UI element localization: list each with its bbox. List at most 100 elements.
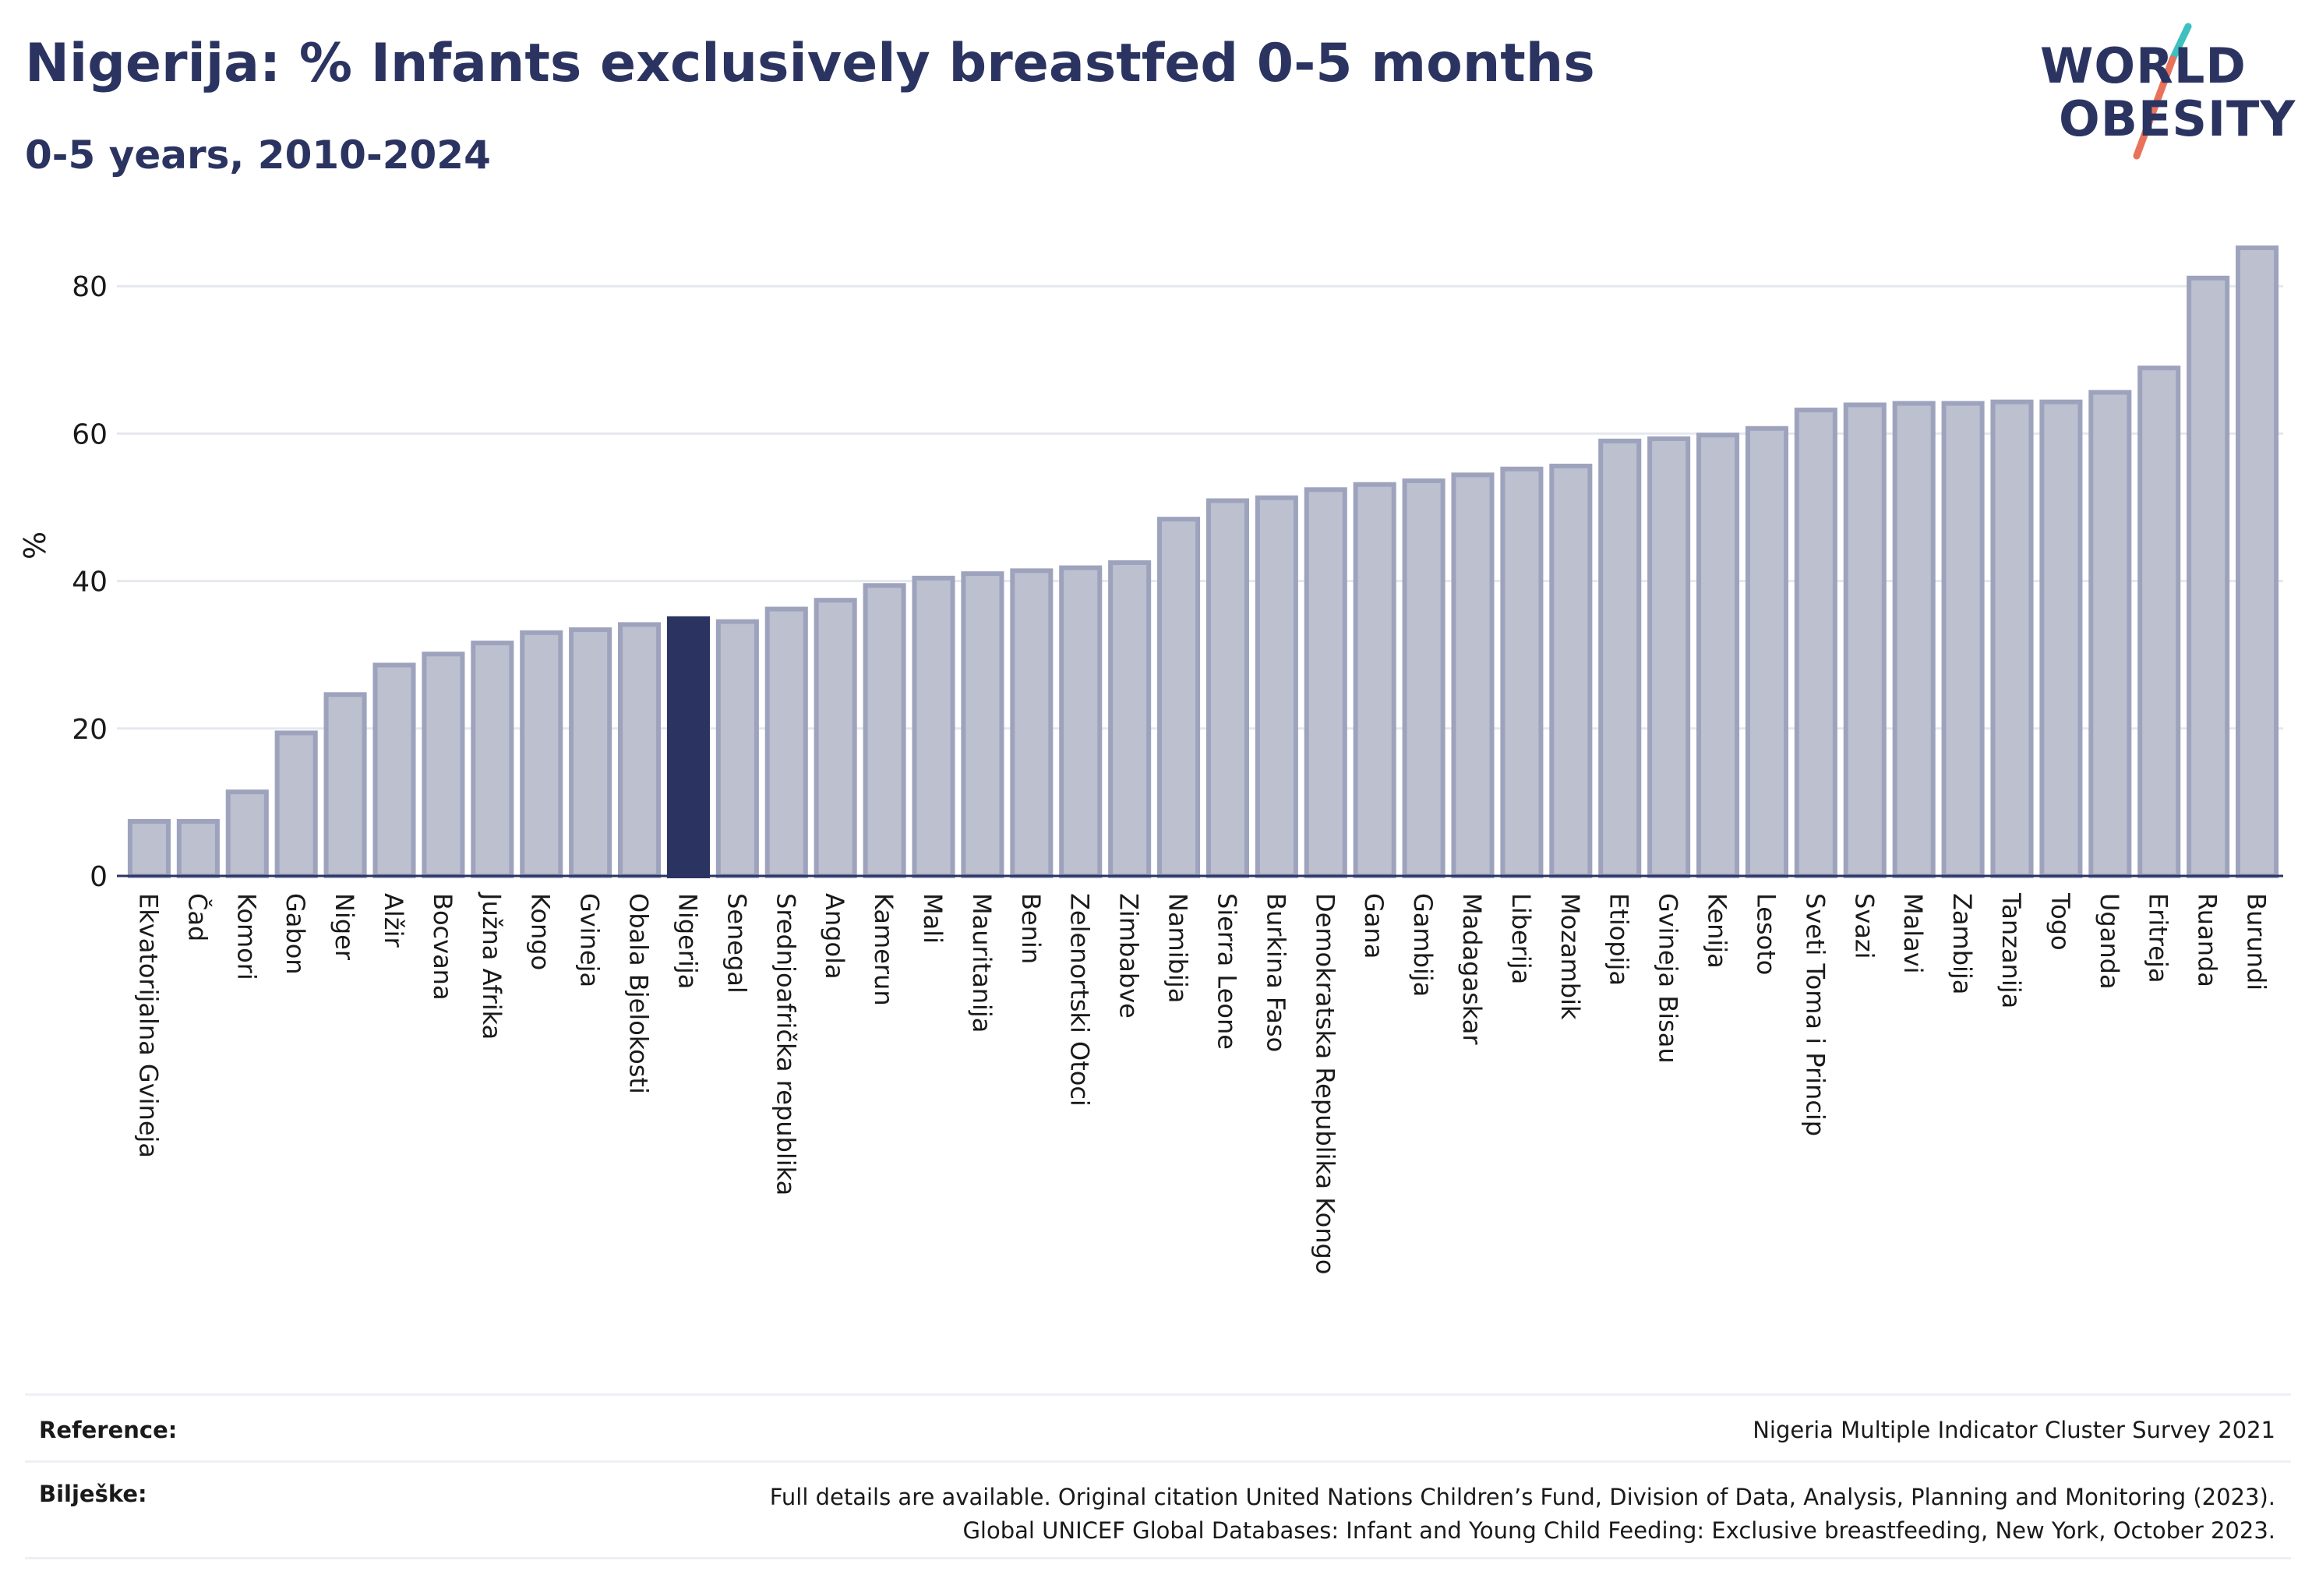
x-tick-label: Burkina Faso [1261,893,1290,1052]
bar[interactable] [2187,275,2230,878]
bar[interactable] [1843,402,1887,878]
bar[interactable] [176,818,220,879]
x-tick-label: Namibija [1163,893,1193,1003]
bar[interactable] [372,662,416,878]
logo-word-obesity: OBESITY [2059,90,2296,147]
x-tick-label: Tanzanija [1996,892,2026,1008]
bar[interactable] [1500,466,1544,878]
bar[interactable] [2137,365,2181,878]
bar[interactable] [127,818,171,879]
world-obesity-logo: WORLD OBESITY [2026,22,2295,170]
x-tick-label: Kamerun [869,893,898,1006]
x-tick-label: Mauritanija [967,893,997,1033]
x-tick-label: Gabon [281,893,310,975]
bar[interactable] [2088,390,2132,878]
x-tick-label: Togo [2046,892,2075,951]
x-tick-label: Gvineja [575,893,605,987]
x-tick-label: Benin [1016,893,1046,964]
x-tick-label: Alžir [379,893,408,948]
bar[interactable] [814,598,857,879]
bar[interactable] [1696,433,1740,878]
y-tick-label: 0 [90,861,108,893]
bar[interactable] [1402,478,1445,878]
y-axis-label: % [18,531,52,560]
bar[interactable] [2236,245,2279,878]
bar[interactable] [520,630,563,878]
bar[interactable] [863,583,906,878]
notes-line-1: Full details are available. Original cit… [769,1484,2275,1510]
bar[interactable] [1598,438,1642,878]
bar[interactable] [1794,408,1837,878]
x-tick-label: Ekvatorijalna Gvineja [133,893,163,1158]
bar[interactable] [961,571,1004,879]
x-axis-labels: Ekvatorijalna Gvineja Čad Komori Gabon Niger… [133,892,2271,1274]
bar[interactable] [1353,482,1396,878]
x-tick-label: Gana [1359,893,1389,959]
reference-value: Nigeria Multiple Indicator Cluster Surve… [1753,1417,2275,1443]
bar[interactable] [764,606,808,879]
x-tick-label: Gvineja Bisau [1654,893,1683,1064]
x-tick-label: Niger [330,893,359,961]
y-tick-label: 20 [72,714,108,746]
bar[interactable] [912,575,955,878]
notes-row: Bilješke: Full details are available. Or… [25,1481,2291,1551]
x-tick-label: Južna Afrika [477,892,507,1040]
x-tick-label: Zambija [1947,893,1977,994]
x-tick-label: Srednjoafrička republika [771,893,800,1195]
bar[interactable] [1990,399,2034,878]
notes-label: Bilješke: [39,1481,147,1507]
y-tick-label: 80 [72,271,108,303]
bar[interactable] [2039,399,2083,878]
bar[interactable] [1304,487,1347,878]
bar[interactable] [323,692,367,878]
bar[interactable] [1941,401,1985,878]
bar[interactable] [715,619,759,878]
bar[interactable] [1108,560,1152,878]
x-tick-label: Eritreja [2144,893,2173,983]
bar[interactable] [569,627,612,878]
bar[interactable] [422,651,465,878]
bar[interactable] [618,622,662,879]
x-tick-label: Mozambik [1555,893,1585,1020]
logo-word-world: WORLD [2040,37,2247,94]
footer-divider-top [25,1393,2291,1396]
x-tick-label: Obala Bjelokosti [624,893,654,1094]
bar[interactable] [1059,565,1103,878]
bar[interactable] [1157,517,1201,878]
bar[interactable] [1010,568,1054,878]
x-tick-label: Madagaskar [1457,893,1487,1045]
x-tick-label: Sveti Toma i Princip [1800,893,1830,1136]
bar[interactable] [1745,425,1788,878]
bar-highlighted[interactable] [666,616,710,878]
y-tick-label: 60 [72,418,108,450]
footer-divider-middle [25,1460,2291,1463]
x-tick-label: Svazi [1849,893,1879,959]
x-tick-label: Bocvana [428,893,457,1001]
bar[interactable] [274,730,318,878]
bar[interactable] [1892,401,1936,878]
logo-slash-icon [2133,23,2192,160]
bar[interactable] [1647,436,1691,878]
x-tick-label: Liberija [1506,893,1536,984]
bar[interactable] [1255,495,1298,879]
x-tick-label: Etiopija [1604,893,1634,986]
footer-divider-bottom [25,1557,2291,1559]
x-tick-label: Gambija [1408,893,1438,997]
x-tick-label: Kenija [1703,893,1732,969]
bar[interactable] [471,641,514,878]
x-tick-label: Malavi [1898,893,1928,974]
reference-label: Reference: [39,1417,178,1443]
bar[interactable] [1451,472,1495,878]
chart-title: Nigerija: % Infants exclusively breastfe… [25,33,1595,94]
x-tick-label: Angola [820,893,849,980]
bar[interactable] [1205,498,1249,878]
bar[interactable] [225,789,269,878]
x-tick-label: Zimbabve [1114,893,1144,1019]
bar[interactable] [1549,464,1593,878]
y-axis-ticks: 0 20 40 60 80 [72,271,108,893]
x-tick-label: Senegal [722,893,751,994]
notes-value: Full details are available. Original cit… [770,1481,2275,1548]
x-tick-label: Komori [231,893,261,980]
reference-row: Reference: Nigeria Multiple Indicator Cl… [25,1417,2291,1448]
notes-line-2: Global UNICEF Global Databases: Infant a… [962,1517,2275,1544]
